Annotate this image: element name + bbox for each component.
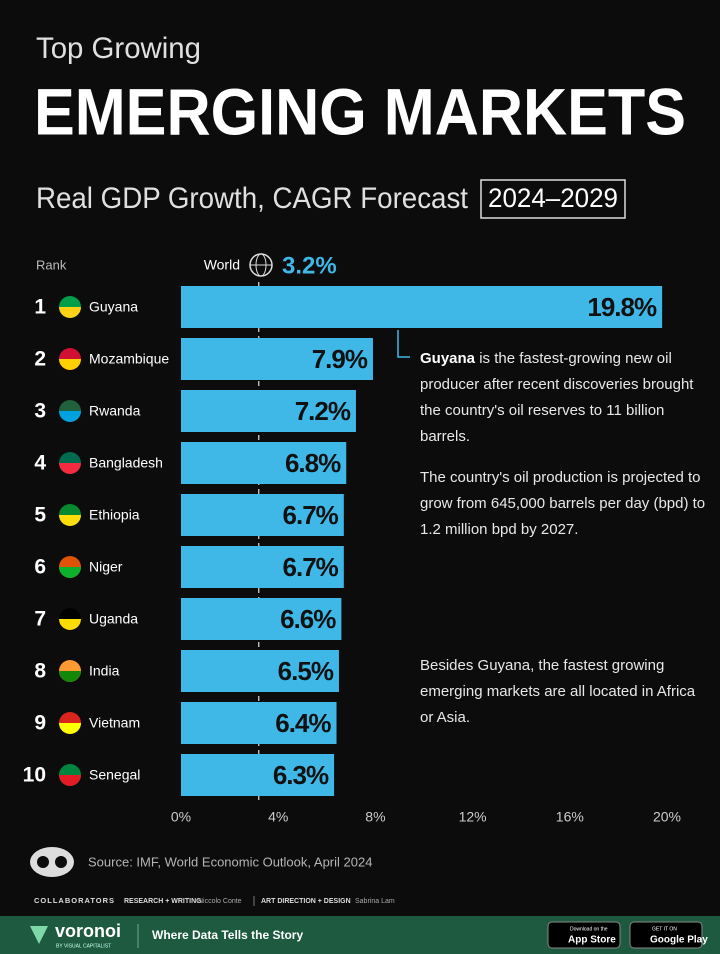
annotation-text: is the fastest-growing new oil producer … (420, 350, 694, 445)
y-tick-label: India (89, 663, 120, 679)
bar (181, 650, 339, 692)
rank: 5 (34, 504, 46, 527)
value-label: 7.9% (312, 344, 368, 374)
value-label: 19.8% (587, 292, 657, 322)
y-tick-label: Guyana (89, 299, 138, 315)
x-tick-label: 16% (556, 809, 584, 825)
bar (181, 598, 342, 640)
research-name: Niccolo Conte (198, 898, 242, 905)
value-label: 6.4% (275, 708, 331, 738)
y-tick-label: Uganda (89, 611, 138, 627)
flag (59, 463, 81, 474)
source: Source: IMF, World Economic Outlook, Apr… (88, 854, 372, 869)
brand-logo (30, 926, 48, 944)
bar (181, 546, 344, 588)
reference-value: 3.2% (282, 252, 337, 279)
rank: 4 (34, 452, 46, 475)
rank: 9 (34, 712, 46, 735)
brand-by: BY VISUAL CAPITALIST (56, 943, 111, 949)
y-tick-label: Mozambique (89, 351, 169, 367)
design-label: ART DIRECTION + DESIGN (261, 898, 351, 905)
subtitle: Real GDP Growth, CAGR Forecast (36, 182, 469, 215)
rank-header: Rank (36, 257, 67, 272)
rank: 2 (34, 348, 46, 371)
footer-icon (30, 847, 74, 877)
brand: voronoi (55, 921, 121, 941)
y-tick-label: Ethiopia (89, 507, 140, 523)
research-label: RESEARCH + WRITING (124, 898, 202, 905)
x-tick-label: 8% (365, 809, 385, 825)
period: 2024–2029 (488, 183, 618, 213)
rank: 6 (34, 556, 46, 579)
annotation: The country's oil production is projecte… (420, 465, 710, 543)
flag (59, 619, 81, 630)
bar (181, 494, 344, 536)
annotation-bold: Guyana (420, 350, 476, 367)
rank: 8 (34, 660, 46, 683)
reference-label: World (204, 257, 240, 273)
annotation-text: The country's oil production is projecte… (420, 469, 706, 538)
y-tick-label: Vietnam (89, 715, 140, 731)
title: EMERGING MARKETS (34, 74, 686, 148)
value-label: 6.7% (283, 500, 339, 530)
flag (59, 723, 81, 734)
flag (59, 411, 81, 422)
bar (181, 286, 663, 328)
badge-text: App Store (568, 935, 616, 946)
design-name: Sabrina Lam (355, 898, 395, 905)
flag (59, 307, 81, 318)
rank: 7 (34, 608, 46, 631)
value-label: 6.3% (273, 760, 329, 790)
tagline: Where Data Tells the Story (152, 928, 303, 942)
flag (59, 567, 81, 578)
annotation: Besides Guyana, the fastest growing emer… (420, 653, 710, 731)
badge-small: GET IT ON (652, 926, 677, 932)
y-tick-label: Rwanda (89, 403, 141, 419)
x-tick-label: 20% (653, 809, 681, 825)
x-tick-label: 12% (459, 809, 487, 825)
rank: 3 (34, 400, 46, 423)
y-tick-label: Senegal (89, 767, 140, 783)
annotation-text: Besides Guyana, the fastest growing emer… (420, 657, 696, 726)
value-label: 6.5% (278, 656, 334, 686)
flag (59, 671, 81, 682)
app-store-badge[interactable] (547, 921, 621, 949)
flag (59, 515, 81, 526)
x-tick-label: 0% (171, 809, 191, 825)
google-play-badge[interactable] (629, 921, 703, 949)
y-tick-label: Bangladesh (89, 455, 163, 471)
y-tick-label: Niger (89, 559, 123, 575)
flag (59, 775, 81, 786)
value-label: 6.8% (285, 448, 341, 478)
bar (181, 702, 337, 744)
bar (181, 390, 356, 432)
rank: 10 (23, 764, 46, 787)
kicker: Top Growing (36, 32, 201, 65)
annotation-connector (397, 330, 410, 358)
value-label: 6.6% (280, 604, 336, 634)
collaborators: COLLABORATORS (34, 896, 115, 905)
globe-icon (249, 253, 273, 277)
period-box (480, 179, 626, 219)
bar (181, 338, 373, 380)
bar (181, 442, 347, 484)
flag (59, 359, 81, 370)
value-label: 7.2% (295, 396, 351, 426)
rank: 1 (34, 296, 46, 319)
bar (181, 754, 335, 796)
badge-text: Google Play (650, 935, 708, 946)
badge-small: Download on the (570, 926, 608, 932)
value-label: 6.7% (283, 552, 339, 582)
x-tick-label: 4% (268, 809, 288, 825)
annotation: Guyana is the fastest-growing new oil pr… (420, 346, 710, 450)
